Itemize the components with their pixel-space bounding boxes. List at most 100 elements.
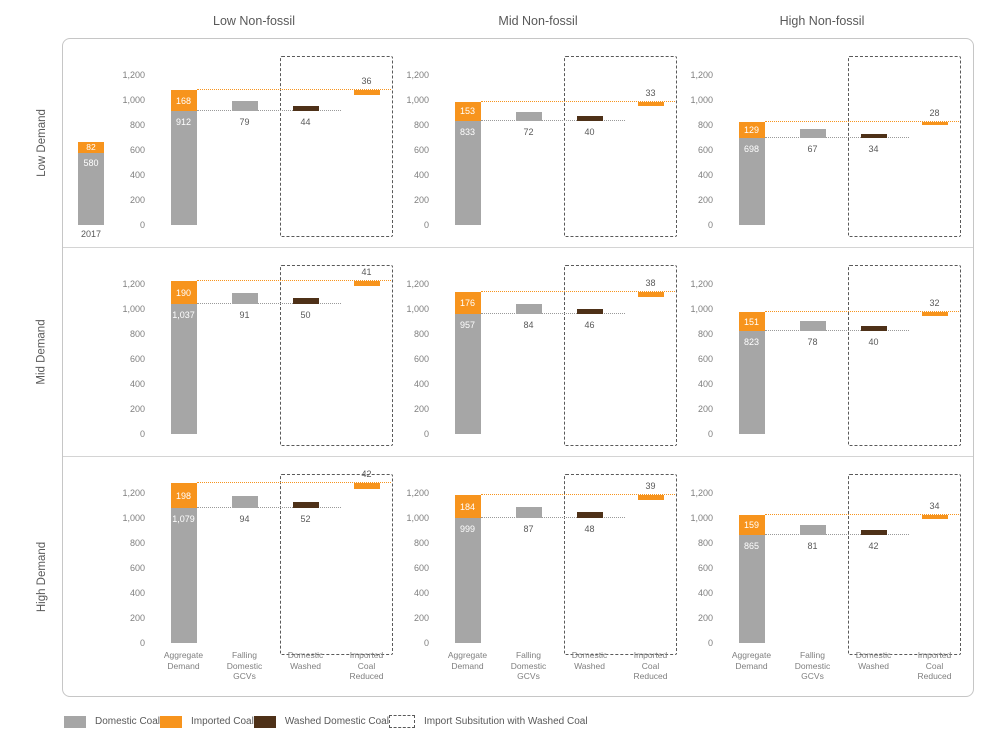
row-low-demand: Low Demand 82 580 2017 0 200 400 600 800 1,000 1…: [36, 39, 973, 247]
y-tick-label: 400: [413, 379, 429, 389]
domestic-washed-value-label: 44: [300, 117, 311, 127]
x-category-label: Aggregate Demand: [447, 650, 488, 671]
total-demand-dotted-line: [765, 311, 959, 313]
falling-gcv-bar: [515, 303, 542, 315]
chart-low-demand-high-nonfossil: 0 200 400 600 800 1,000 1,200 129 698 67 34 28: [681, 56, 965, 237]
y-axis: 0 200 400 600 800 1,000 1,200: [113, 477, 153, 648]
y-tick-label: 400: [697, 588, 713, 598]
plot-area: 176 957 84 46 38: [437, 265, 681, 446]
aggregate-domestic-bar: [170, 304, 197, 434]
row-label-mid-demand: Mid Demand: [36, 319, 49, 385]
domestic-washed-bar: [860, 529, 887, 535]
y-tick-label: 200: [413, 613, 429, 623]
y-tick-label: 400: [129, 588, 145, 598]
plot-column: 184 999 87 48 39 Aggregate Demand Falling Dome…: [437, 474, 681, 690]
domestic-level-dotted-line: [481, 313, 625, 315]
x-axis-labels: Aggregate Demand Falling Domestic GCVs Dom…: [437, 648, 681, 690]
y-tick-label: 1,200: [690, 279, 713, 289]
imported-reduced-value-label: 36: [361, 76, 372, 86]
aggregate-imported-bar: [170, 90, 197, 111]
falling-gcv-value-label: 81: [807, 540, 818, 551]
imported-reduced-value-label: 42: [361, 469, 372, 480]
y-tick-label: 0: [707, 429, 713, 439]
y-axis: 0 200 400 600 800 1,000 1,200: [397, 268, 437, 439]
domestic-washed-value-label: 40: [868, 337, 879, 348]
domestic-coal-swatch-icon: [64, 715, 86, 728]
aggregate-imported-value-label: 168: [175, 95, 192, 106]
import-substitution-box: [564, 56, 677, 237]
chart-high-demand-high-nonfossil: 0 200 400 600 800 1,000 1,200 159 865 81 42 34 Aggre…: [681, 474, 965, 690]
import-substitution-box: [564, 265, 677, 446]
y-tick-label: 800: [697, 538, 713, 548]
y-tick-label: 800: [413, 120, 429, 130]
aggregate-domestic-value-label: 698: [743, 143, 760, 154]
falling-gcv-value-label: 87: [523, 524, 534, 535]
y-tick-label: 1,200: [406, 488, 429, 498]
y-tick-label: 800: [697, 329, 713, 339]
y-tick-label: 0: [139, 220, 145, 230]
y-axis: 0 200 400 600 800 1,000 1,200: [681, 477, 721, 648]
imported-reduced-bar: [921, 121, 948, 126]
domestic-washed-bar: [860, 326, 887, 332]
x-axis-labels: Aggregate Demand Falling Domestic GCVs Dom…: [153, 648, 397, 690]
column-headers: Low Non-fossil Mid Non-fossil High Non-f…: [0, 8, 1000, 38]
column-header-high-nonfossil: High Non-fossil: [779, 14, 865, 28]
aggregate-domestic-bar: [170, 111, 197, 225]
y-axis: 0 200 400 600 800 1,000 1,200: [681, 59, 721, 230]
y-tick-label: 1,200: [690, 70, 713, 80]
y-tick-label: 800: [129, 329, 145, 339]
y-tick-label: 1,200: [122, 488, 145, 498]
y-tick-label: 600: [697, 563, 713, 573]
legend: Domestic Coal Imported Coal Washed Domes…: [64, 715, 1000, 728]
imported-reduced-bar: [353, 483, 380, 489]
y-tick-label: 200: [697, 404, 713, 414]
plot-column: 198 1,079 94 52 42 Aggregate Demand Falling Do…: [153, 469, 397, 690]
y-tick-label: 1,000: [406, 95, 429, 105]
y-tick-label: 400: [697, 379, 713, 389]
chart-low-demand-low-nonfossil: 0 200 400 600 800 1,000 1,200 168 912 79 44 36: [113, 56, 397, 237]
domestic-level-dotted-line: [481, 119, 625, 121]
y-tick-label: 600: [413, 563, 429, 573]
imported-reduced-bar: [637, 495, 664, 500]
panel-grid: Low Demand 82 580 2017 0 200 400 600 800 1,000 1…: [36, 38, 974, 697]
plot-column: 129 698 67 34 28: [721, 56, 965, 237]
total-demand-dotted-line: [481, 494, 675, 496]
chart-high-demand-low-nonfossil: 0 200 400 600 800 1,000 1,200 198 1,079 94 52 42 Agg…: [113, 469, 397, 690]
x-category-label: Imported Coal Reduced: [349, 650, 384, 682]
aggregate-imported-value-label: 190: [175, 287, 192, 298]
row-mid-demand: Mid Demand 0 200 400 600 800 1,000 1,200 190 1,0…: [36, 247, 973, 456]
falling-gcv-bar: [799, 524, 826, 535]
aggregate-imported-value-label: 184: [459, 501, 476, 512]
y-tick-label: 1,200: [122, 279, 145, 289]
falling-gcv-value-label: 67: [807, 143, 818, 154]
legend-label: Washed Domestic Coal: [284, 716, 389, 727]
aggregate-imported-bar: [738, 121, 765, 138]
domestic-washed-value-label: 50: [300, 310, 311, 321]
aggregate-imported-value-label: 159: [743, 519, 760, 530]
imported-reduced-value-label: 34: [929, 501, 940, 511]
plot-area: 168 912 79 44 36: [153, 56, 397, 237]
plot-column: 159 865 81 42 34 Aggregate Demand Falling Dome…: [721, 474, 965, 690]
y-tick-label: 1,000: [406, 513, 429, 523]
aggregate-domestic-bar: [454, 518, 481, 643]
baseline-2017-imported-bar: [78, 142, 104, 153]
domestic-level-dotted-line: [197, 303, 341, 305]
y-tick-label: 200: [697, 613, 713, 623]
aggregate-domestic-value-label: 865: [743, 540, 760, 551]
y-tick-label: 1,200: [122, 70, 145, 80]
aggregate-domestic-bar: [738, 534, 765, 643]
y-tick-label: 1,000: [406, 304, 429, 314]
x-category-label: Domestic Washed: [287, 650, 324, 671]
y-tick-label: 800: [413, 538, 429, 548]
aggregate-domestic-bar: [738, 137, 765, 225]
total-demand-dotted-line: [481, 291, 675, 293]
imported-reduced-bar: [921, 515, 948, 520]
y-tick-label: 600: [413, 145, 429, 155]
plot-area: 190 1,037 91 50 41: [153, 265, 397, 446]
legend-label: Imported Coal: [191, 716, 254, 727]
aggregate-domestic-value-label: 912: [175, 117, 192, 127]
falling-gcv-bar: [231, 101, 258, 111]
y-tick-label: 800: [129, 538, 145, 548]
y-axis: 0 200 400 600 800 1,000 1,200: [397, 477, 437, 648]
domestic-washed-value-label: 40: [584, 126, 595, 137]
